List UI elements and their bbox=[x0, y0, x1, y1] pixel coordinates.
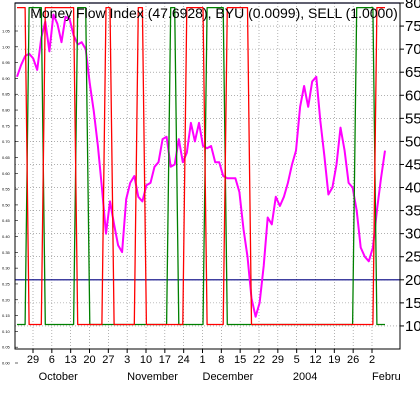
left-tick-label: 0.30 bbox=[2, 266, 11, 271]
left-tick-label: 0.70 bbox=[2, 139, 11, 144]
x-day-label: 22 bbox=[253, 354, 265, 366]
left-tick-label: 0.00 bbox=[2, 361, 11, 366]
left-tick-label: 0.65 bbox=[2, 155, 11, 160]
x-day-label: 19 bbox=[328, 354, 340, 366]
x-month-label: Febru bbox=[372, 371, 401, 383]
x-day-label: 1 bbox=[199, 354, 205, 366]
right-tick-label: 65 bbox=[405, 64, 420, 81]
right-tick-label: 15 bbox=[405, 295, 420, 312]
x-day-label: 27 bbox=[102, 354, 114, 366]
mfi-line bbox=[16, 13, 386, 318]
x-day-label: 8 bbox=[218, 354, 224, 366]
grid-lines bbox=[15, 2, 400, 349]
right-tick-label: 55 bbox=[405, 110, 420, 127]
series-lines bbox=[16, 6, 386, 326]
right-tick-label: 80 bbox=[405, 0, 420, 12]
chart-title: Money Flow Index (47.6928), BYU (0.0099)… bbox=[30, 5, 398, 21]
right-tick-label: 75 bbox=[405, 18, 420, 35]
left-tick-label: 0.50 bbox=[2, 202, 11, 207]
left-tick-label: 0.60 bbox=[2, 171, 11, 176]
x-day-label: 6 bbox=[49, 354, 55, 366]
x-day-label: 20 bbox=[83, 354, 95, 366]
left-tick-label: 0.95 bbox=[2, 60, 11, 65]
x-day-label: 29 bbox=[272, 354, 284, 366]
sell-line bbox=[17, 6, 385, 326]
x-day-label: 26 bbox=[347, 354, 359, 366]
right-tick-label: 50 bbox=[405, 133, 420, 150]
right-tick-label: 45 bbox=[405, 156, 420, 173]
x-day-label: 13 bbox=[65, 354, 77, 366]
x-month-label: December bbox=[203, 371, 254, 383]
x-day-label: 24 bbox=[178, 354, 190, 366]
right-tick-label: 60 bbox=[405, 87, 420, 104]
left-tick-label: 1.00 bbox=[2, 44, 11, 49]
right-tick-label: 20 bbox=[405, 272, 420, 289]
x-day-label: 29 bbox=[27, 354, 39, 366]
left-tick-label: 0.35 bbox=[2, 250, 11, 255]
left-tick-label: 0.20 bbox=[2, 297, 11, 302]
left-tick-label: 0.75 bbox=[2, 123, 11, 128]
x-month-label: October bbox=[39, 371, 78, 383]
left-tick-label: 0.10 bbox=[2, 329, 11, 334]
left-tick-label: 0.45 bbox=[2, 218, 11, 223]
plot-frame bbox=[14, 2, 401, 350]
x-day-label: 15 bbox=[234, 354, 246, 366]
x-day-label: 3 bbox=[124, 354, 130, 366]
buy-line bbox=[17, 6, 385, 326]
x-day-label: 5 bbox=[294, 354, 300, 366]
x-month-label: November bbox=[127, 371, 178, 383]
right-tick-label: 25 bbox=[405, 249, 420, 266]
left-tick-label: 1.05 bbox=[2, 29, 11, 34]
axis-ticks: 1015202530354045505560657075801.051.000.… bbox=[2, 0, 420, 383]
right-tick-label: 70 bbox=[405, 41, 420, 58]
left-tick-label: 0.55 bbox=[2, 187, 11, 192]
left-tick-label: 0.15 bbox=[2, 313, 11, 318]
x-month-label: 2004 bbox=[293, 371, 317, 383]
left-tick-label: 0.40 bbox=[2, 234, 11, 239]
x-day-label: 2 bbox=[369, 354, 375, 366]
left-tick-label: 0.85 bbox=[2, 92, 11, 97]
x-day-label: 12 bbox=[309, 354, 321, 366]
left-tick-label: 0.05 bbox=[2, 345, 11, 350]
left-tick-label: 0.90 bbox=[2, 76, 11, 81]
x-day-label: 17 bbox=[159, 354, 171, 366]
left-tick-label: 0.80 bbox=[2, 108, 11, 113]
right-tick-label: 30 bbox=[405, 226, 420, 243]
right-tick-label: 35 bbox=[405, 203, 420, 220]
x-day-label: 10 bbox=[140, 354, 152, 366]
right-tick-label: 10 bbox=[405, 318, 420, 335]
left-tick-label: 0.25 bbox=[2, 281, 11, 286]
right-tick-label: 40 bbox=[405, 180, 420, 197]
